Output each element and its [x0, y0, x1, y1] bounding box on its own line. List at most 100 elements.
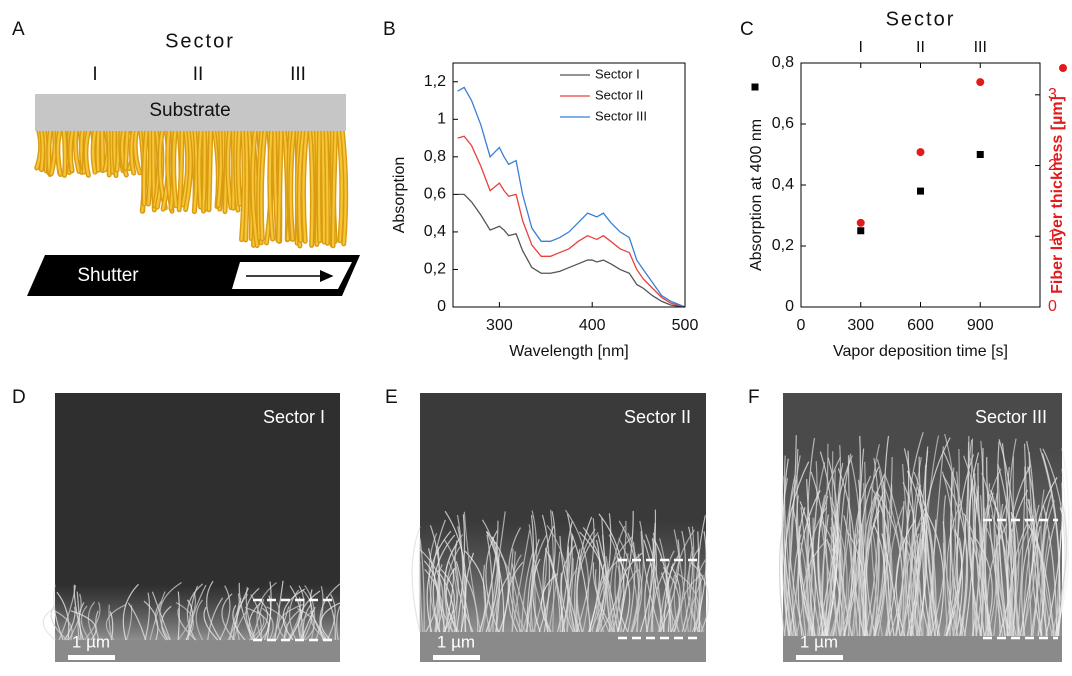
fiber — [274, 580, 284, 641]
x-tick-label: 0 — [797, 317, 806, 334]
fiber — [805, 506, 828, 637]
fiber — [419, 538, 425, 633]
fiber — [317, 126, 321, 242]
y-tick-label: 0,8 — [772, 54, 794, 71]
fiber — [116, 126, 120, 172]
fiber — [684, 575, 704, 633]
fiber — [418, 540, 421, 633]
fiber — [588, 539, 601, 633]
fiber — [77, 602, 85, 641]
panel-label: C — [740, 19, 754, 40]
fiber — [479, 520, 499, 633]
fiber — [83, 602, 101, 641]
fiber — [783, 458, 797, 637]
fiber — [56, 126, 62, 176]
sector-label: II — [193, 64, 204, 85]
fiber — [986, 457, 1007, 637]
substrate — [55, 640, 340, 662]
fiber — [904, 537, 922, 637]
fiber — [673, 529, 689, 633]
fiber — [151, 591, 171, 641]
fiber — [124, 126, 129, 170]
fiber — [195, 599, 204, 641]
fiber — [694, 558, 707, 633]
fiber — [559, 536, 581, 633]
y-axis-label: Absorption — [391, 157, 408, 234]
fiber — [645, 534, 662, 633]
fiber — [848, 532, 868, 637]
fiber — [597, 556, 623, 633]
fiber — [73, 584, 84, 641]
y2-tick-label: 0 — [1048, 298, 1057, 315]
fiber — [529, 562, 534, 633]
fiber — [868, 495, 880, 637]
fiber — [800, 542, 811, 637]
fiber — [207, 126, 212, 211]
fiber — [1012, 456, 1019, 637]
fiber — [244, 606, 270, 641]
fiber — [643, 539, 665, 633]
fiber — [154, 600, 167, 641]
fiber — [457, 526, 466, 633]
fiber — [532, 569, 552, 633]
x-axis-label: Wavelength [nm] — [509, 343, 628, 360]
fiber — [614, 556, 622, 633]
fiber — [202, 126, 206, 213]
fiber — [58, 585, 77, 641]
fiber — [595, 574, 605, 633]
fiber — [843, 435, 861, 637]
fiber — [954, 529, 963, 637]
fiber — [324, 126, 329, 245]
fiber — [266, 581, 272, 641]
fiber — [237, 126, 241, 206]
fiber — [336, 605, 341, 641]
fiber — [662, 566, 680, 633]
fiber — [1007, 465, 1031, 637]
top-axis-label: Sector — [886, 8, 956, 30]
fiber — [144, 592, 151, 641]
fiber — [990, 489, 1009, 637]
fiber — [300, 606, 316, 641]
fiber — [181, 126, 189, 206]
fiber — [315, 585, 324, 641]
fiber — [232, 587, 249, 641]
fiber — [445, 567, 460, 633]
fiber — [1005, 467, 1013, 637]
fiber — [50, 604, 68, 641]
fiber — [245, 587, 260, 641]
fiber — [500, 554, 521, 633]
fiber — [520, 549, 535, 633]
y2-tick-label: 2 — [1048, 157, 1057, 174]
panel-label: E — [385, 387, 398, 408]
fiber — [143, 600, 159, 641]
fiber — [941, 471, 959, 637]
fiber — [178, 126, 184, 211]
fiber — [788, 506, 800, 637]
fiber — [172, 126, 178, 207]
axis-legend-marker — [751, 83, 759, 91]
legend-label: Sector I — [595, 66, 640, 81]
fiber — [840, 497, 850, 637]
fiber — [997, 473, 1015, 637]
fiber — [650, 509, 657, 633]
fiber — [950, 467, 959, 637]
fiber — [161, 605, 172, 641]
fiber — [326, 594, 336, 641]
fiber — [485, 531, 505, 633]
fiber — [1042, 448, 1066, 637]
fiber — [859, 466, 880, 637]
fiber — [1041, 453, 1061, 637]
fiber — [219, 585, 231, 641]
fiber — [511, 530, 531, 633]
fiber — [206, 580, 222, 641]
fiber — [289, 126, 296, 241]
fiber — [277, 126, 283, 243]
fiber — [697, 531, 701, 633]
scale-bar — [433, 655, 480, 660]
fiber — [62, 126, 67, 177]
fiber — [1021, 526, 1035, 637]
fiber — [177, 591, 180, 641]
fiber — [411, 526, 421, 633]
fiber — [1033, 532, 1055, 637]
